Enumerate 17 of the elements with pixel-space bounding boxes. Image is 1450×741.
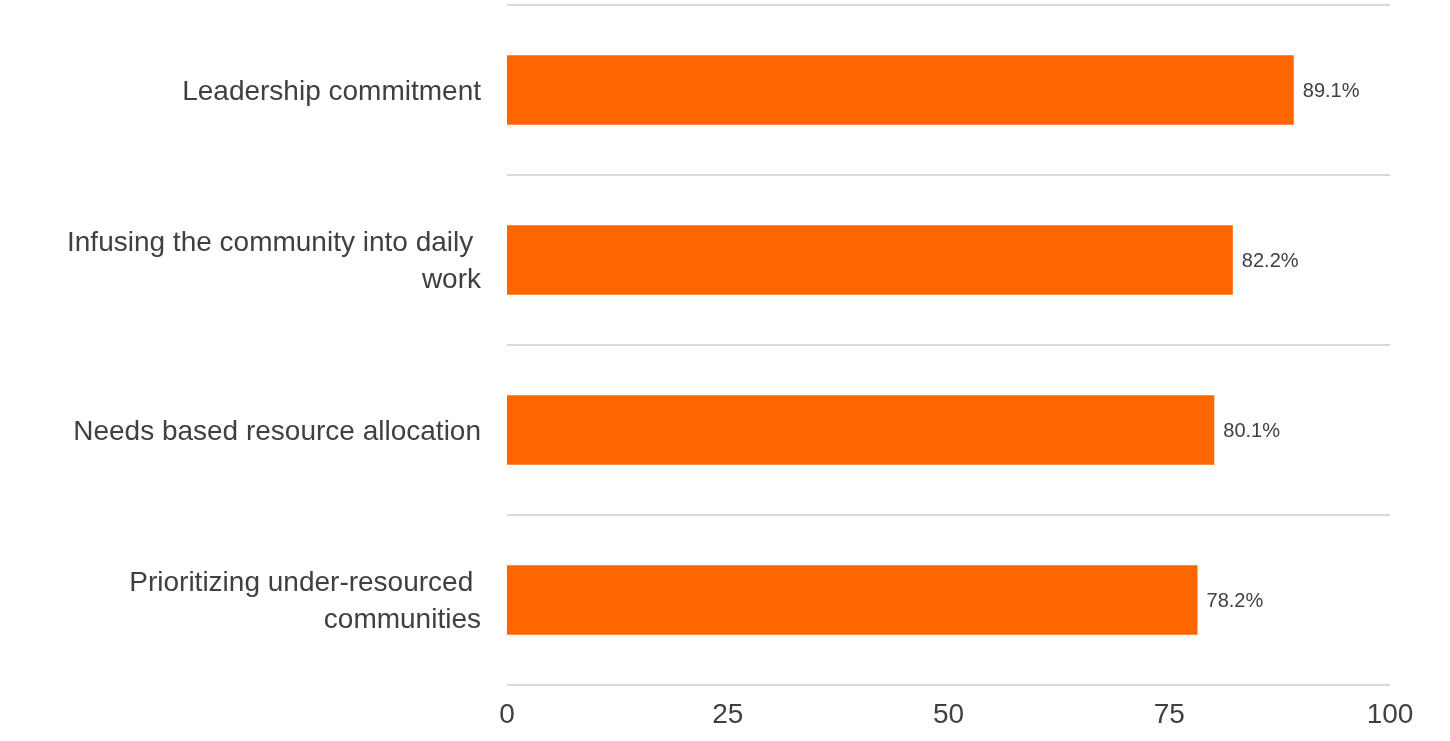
x-tick-label: 75: [1153, 697, 1185, 729]
data-label: 78.2%: [1206, 589, 1264, 611]
data-label: 89.1%: [1302, 79, 1360, 101]
x-tick-label: 0: [499, 697, 515, 729]
x-tick-label: 25: [712, 697, 744, 729]
y-tick-label: Leadership commitment: [182, 74, 482, 106]
bar: [507, 565, 1198, 635]
x-tick-label: 100: [1366, 697, 1414, 729]
y-tick-label: Prioritizing under-resourced communities: [129, 566, 481, 634]
bar: [507, 225, 1233, 295]
bar: [507, 55, 1294, 125]
data-label: 82.2%: [1241, 249, 1299, 271]
y-tick-label: Infusing the community into daily work: [67, 226, 482, 294]
data-label: 80.1%: [1223, 419, 1281, 441]
y-tick-label: Needs based resource allocation: [73, 414, 481, 446]
bar: [507, 395, 1215, 465]
x-tick-label: 50: [932, 697, 965, 729]
